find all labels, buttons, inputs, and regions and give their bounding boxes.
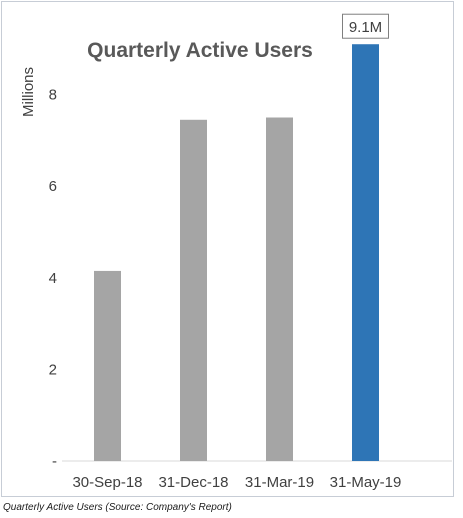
bar-31-Dec-18	[180, 119, 207, 461]
y-tick-label: 6	[49, 178, 57, 195]
y-axis-ticks: - 2 4 6 8	[49, 87, 57, 470]
y-tick-label: -	[52, 453, 57, 470]
annotation-label: 9.1M	[349, 19, 382, 36]
x-tick-label: 31-Dec-18	[158, 474, 228, 491]
annotations: 9.1M	[342, 13, 389, 39]
x-tick-label: 31-Mar-19	[245, 474, 314, 491]
y-tick-label: 2	[49, 361, 57, 378]
chart-title: Quarterly Active Users	[87, 39, 313, 62]
bar-31-May-19	[352, 44, 379, 461]
y-tick-label: 4	[49, 270, 57, 287]
quarterly-active-users-chart: Quarterly Active Users Millions - 2 4 6 8 30…	[20, 13, 452, 491]
y-axis-label: Millions	[20, 67, 37, 117]
x-tick-label: 30-Sep-18	[72, 474, 142, 491]
bars	[94, 44, 379, 461]
annotation-box	[342, 13, 389, 39]
x-tick-label: 31-May-19	[330, 474, 402, 491]
y-tick-label: 8	[49, 87, 57, 104]
bar-30-Sep-18	[94, 270, 121, 461]
x-axis-labels: 30-Sep-18 31-Dec-18 31-Mar-19 31-May-19	[72, 474, 401, 491]
bar-31-Mar-19	[266, 117, 293, 461]
figure-caption: Quarterly Active Users (Source: Company'…	[3, 502, 232, 513]
